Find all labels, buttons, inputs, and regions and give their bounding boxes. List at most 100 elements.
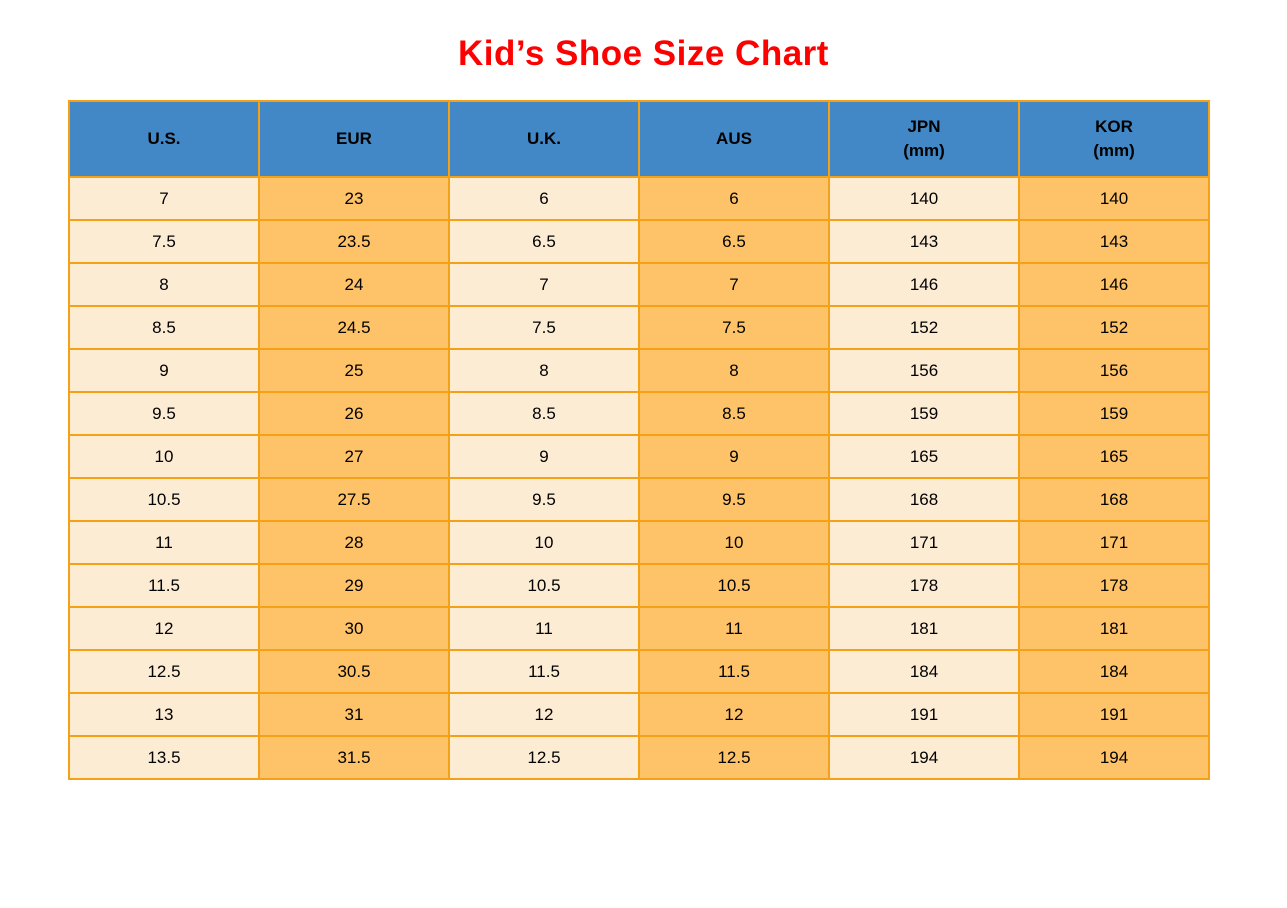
table-cell: 6.5 [638,219,830,264]
table-cell: 9 [638,434,830,479]
table-cell: 156 [1018,348,1210,393]
column-header-label: KOR [1095,117,1133,136]
table-cell: 7.5 [638,305,830,350]
column-header-label: U.S. [147,129,181,148]
table-cell: 30 [258,606,450,651]
table-cell: 152 [1018,305,1210,350]
table-cell: 165 [828,434,1020,479]
column-header-label: U.K. [527,129,561,148]
table-row: 12 30 11 11 181 181 [68,606,1210,651]
table-cell: 9.5 [638,477,830,522]
table-cell: 146 [1018,262,1210,307]
column-header-kor: KOR (mm) [1018,100,1210,178]
table-cell: 23 [258,176,450,221]
table-row: 13.5 31.5 12.5 12.5 194 194 [68,735,1210,780]
table-cell: 146 [828,262,1020,307]
shoe-size-table: U.S. EUR U.K. AUS JPN (mm) KOR (mm) 7 23 6… [68,100,1210,780]
table-cell: 143 [1018,219,1210,264]
table-cell: 29 [258,563,450,608]
table-cell: 9.5 [68,391,260,436]
table-cell: 178 [1018,563,1210,608]
table-cell: 12.5 [448,735,640,780]
table-cell: 27 [258,434,450,479]
table-cell: 194 [1018,735,1210,780]
table-row: 8.5 24.5 7.5 7.5 152 152 [68,305,1210,350]
table-row: 9.5 26 8.5 8.5 159 159 [68,391,1210,436]
column-header-uk: U.K. [448,100,640,178]
table-cell: 8.5 [448,391,640,436]
table-cell: 140 [1018,176,1210,221]
table-cell: 152 [828,305,1020,350]
table-cell: 8 [68,262,260,307]
table-cell: 10.5 [638,563,830,608]
table-cell: 7 [448,262,640,307]
table-cell: 178 [828,563,1020,608]
table-row: 8 24 7 7 146 146 [68,262,1210,307]
table-cell: 12.5 [68,649,260,694]
table-cell: 24 [258,262,450,307]
table-row: 7 23 6 6 140 140 [68,176,1210,221]
column-header-sublabel: (mm) [1093,141,1135,160]
table-cell: 12.5 [638,735,830,780]
table-cell: 26 [258,391,450,436]
table-cell: 10.5 [448,563,640,608]
table-cell: 159 [1018,391,1210,436]
table-cell: 181 [828,606,1020,651]
table-cell: 25 [258,348,450,393]
table-row: 13 31 12 12 191 191 [68,692,1210,737]
table-cell: 165 [1018,434,1210,479]
table-row: 11 28 10 10 171 171 [68,520,1210,565]
column-header-aus: AUS [638,100,830,178]
table-cell: 11 [68,520,260,565]
table-cell: 11.5 [448,649,640,694]
table-cell: 6 [448,176,640,221]
table-cell: 6 [638,176,830,221]
table-cell: 9 [68,348,260,393]
table-cell: 8 [448,348,640,393]
table-row: 9 25 8 8 156 156 [68,348,1210,393]
column-header-label: AUS [716,129,752,148]
column-header-jpn: JPN (mm) [828,100,1020,178]
table-cell: 27.5 [258,477,450,522]
table-cell: 11 [448,606,640,651]
table-row: 10 27 9 9 165 165 [68,434,1210,479]
table-cell: 140 [828,176,1020,221]
table-cell: 8 [638,348,830,393]
table-cell: 143 [828,219,1020,264]
table-cell: 8.5 [68,305,260,350]
table-cell: 191 [828,692,1020,737]
table-body: 7 23 6 6 140 140 7.5 23.5 6.5 6.5 143 143 8 24 7 7 146 14… [68,176,1210,780]
table-cell: 8.5 [638,391,830,436]
table-cell: 11.5 [638,649,830,694]
table-cell: 168 [828,477,1020,522]
table-cell: 9.5 [448,477,640,522]
table-cell: 30.5 [258,649,450,694]
table-cell: 156 [828,348,1020,393]
table-cell: 24.5 [258,305,450,350]
table-row: 10.5 27.5 9.5 9.5 168 168 [68,477,1210,522]
table-cell: 181 [1018,606,1210,651]
table-cell: 184 [828,649,1020,694]
table-cell: 10 [638,520,830,565]
table-cell: 171 [1018,520,1210,565]
table-row: 12.5 30.5 11.5 11.5 184 184 [68,649,1210,694]
table-cell: 12 [448,692,640,737]
table-cell: 159 [828,391,1020,436]
table-cell: 168 [1018,477,1210,522]
table-cell: 31 [258,692,450,737]
table-cell: 12 [68,606,260,651]
table-cell: 7 [68,176,260,221]
page-title: Kid’s Shoe Size Chart [458,34,829,73]
table-cell: 171 [828,520,1020,565]
table-cell: 12 [638,692,830,737]
column-header-eur: EUR [258,100,450,178]
table-cell: 194 [828,735,1020,780]
table-cell: 184 [1018,649,1210,694]
table-cell: 6.5 [448,219,640,264]
table-cell: 10.5 [68,477,260,522]
table-header-row: U.S. EUR U.K. AUS JPN (mm) KOR (mm) [68,100,1210,178]
table-cell: 9 [448,434,640,479]
column-header-us: U.S. [68,100,260,178]
table-row: 7.5 23.5 6.5 6.5 143 143 [68,219,1210,264]
table-cell: 13.5 [68,735,260,780]
